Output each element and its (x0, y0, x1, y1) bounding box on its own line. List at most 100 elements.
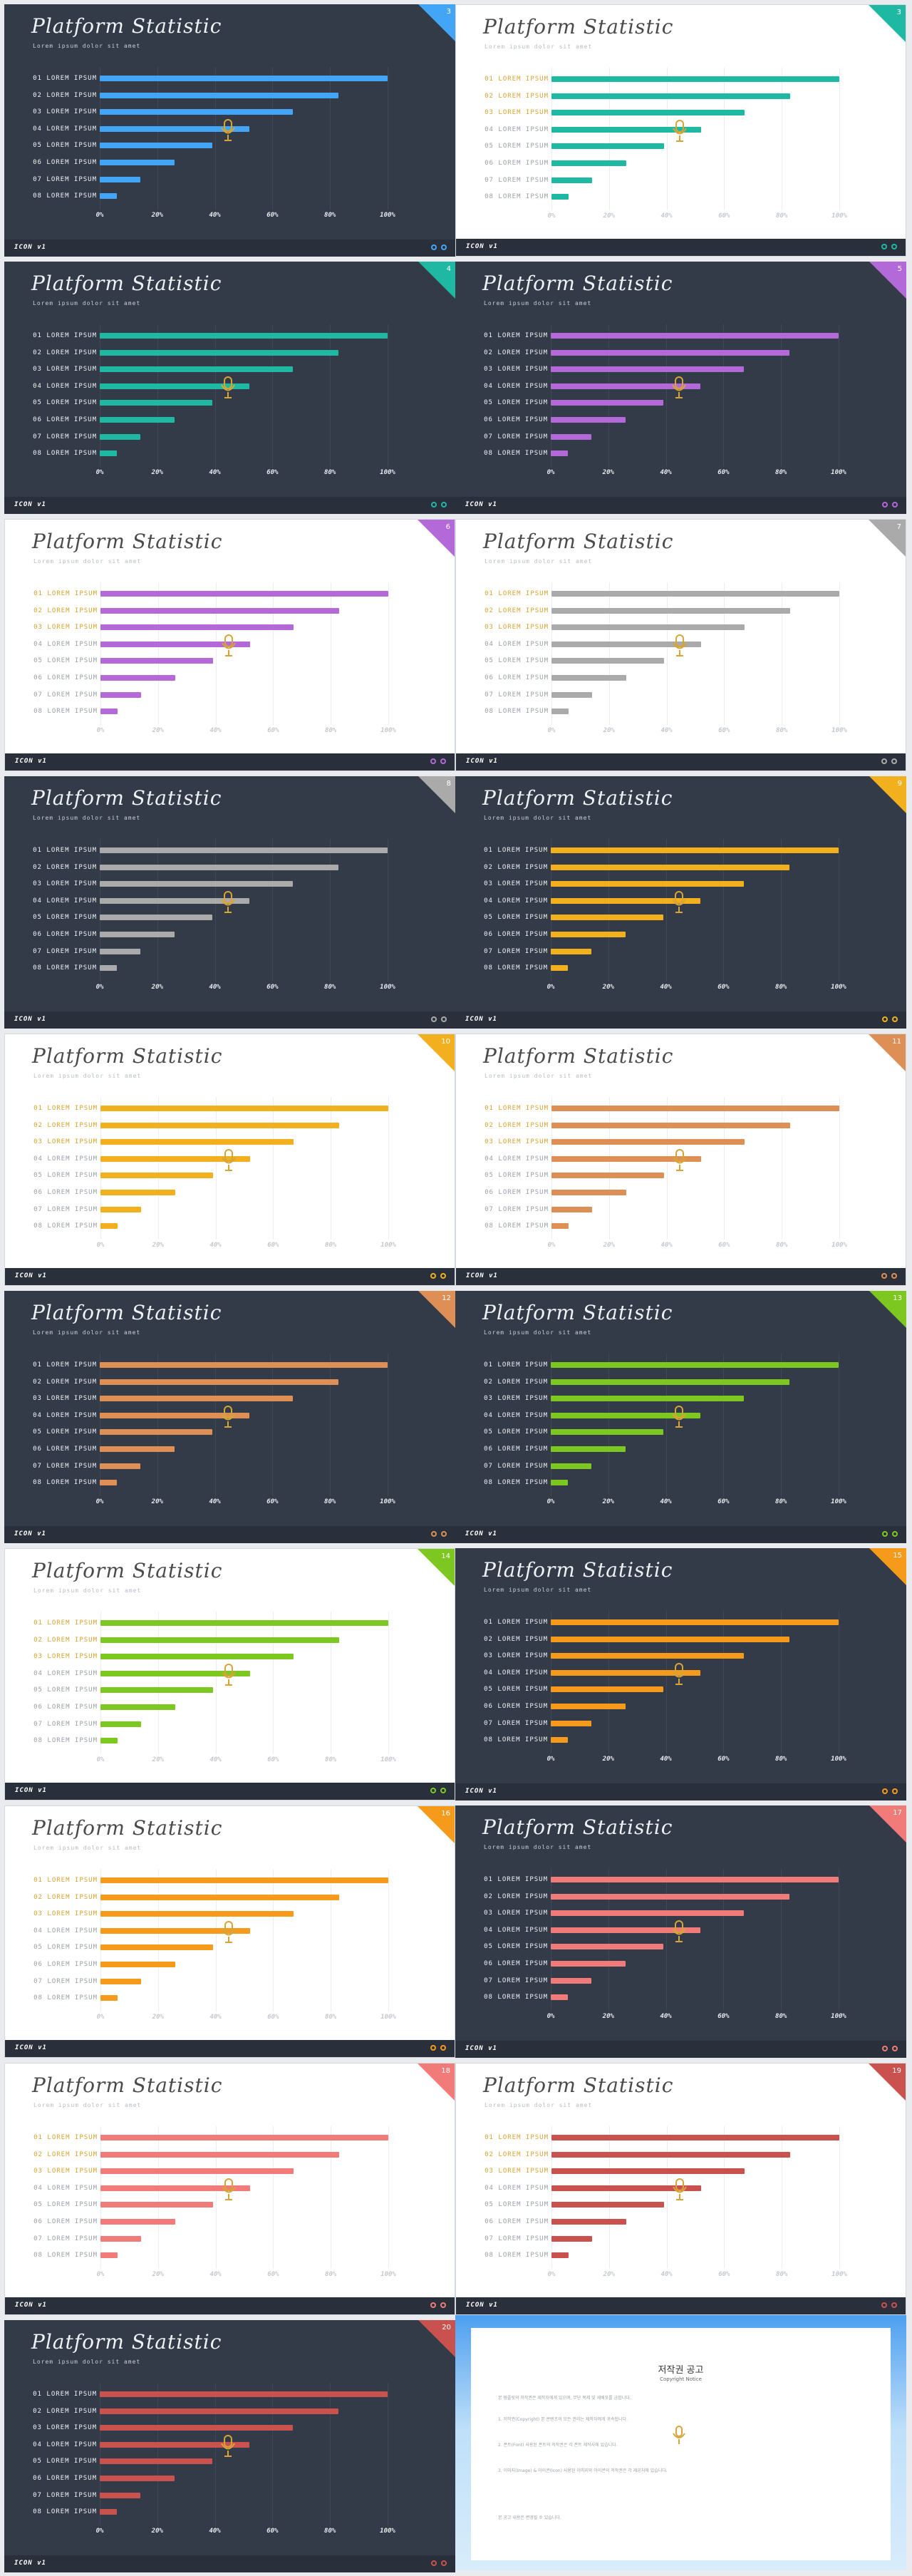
page-corner-tab (418, 776, 455, 813)
x-tick-label: 20% (151, 1498, 163, 1505)
bar (100, 1927, 251, 1934)
slide-10[interactable]: Platform Statistic Lorem ipsum dolor sit … (455, 1034, 906, 1286)
nav-dot[interactable] (441, 244, 447, 250)
slide-subtitle: Lorem ipsum dolor sit amet (484, 43, 593, 50)
bar (551, 177, 592, 183)
nav-dot[interactable] (441, 1016, 447, 1022)
nav-dot[interactable] (431, 1531, 437, 1537)
slide-11[interactable]: Platform Statistic Lorem ipsum dolor sit … (4, 1291, 455, 1543)
slide-4[interactable]: Platform Statistic Lorem ipsum dolor sit … (455, 262, 906, 514)
nav-dot[interactable] (440, 1788, 446, 1793)
nav-dot[interactable] (882, 1788, 888, 1794)
nav-dot[interactable] (441, 502, 447, 508)
x-tick-label: 60% (718, 727, 730, 734)
slide-7[interactable]: Platform Statistic Lorem ipsum dolor sit … (4, 776, 455, 1029)
nav-dot[interactable] (881, 1273, 887, 1279)
x-tick-label: 100% (380, 2014, 396, 2021)
bar (100, 641, 251, 647)
slide-2[interactable]: Platform Statistic Lorem ipsum dolor sit … (455, 4, 906, 257)
gridline (272, 1354, 274, 1496)
nav-dot[interactable] (431, 2560, 437, 2566)
x-tick-label: 40% (209, 2014, 222, 2021)
nav-dot[interactable] (892, 502, 898, 508)
nav-dot[interactable] (891, 244, 897, 249)
nav-dot[interactable] (441, 1531, 447, 1537)
bar (100, 1894, 340, 1900)
nav-dot[interactable] (881, 244, 887, 249)
bar (100, 92, 339, 98)
nav-dot[interactable] (892, 2046, 898, 2051)
nav-dot[interactable] (882, 1531, 888, 1537)
nav-dot[interactable] (881, 2302, 887, 2308)
nav-dot[interactable] (882, 1016, 888, 1022)
bar (100, 1978, 141, 1984)
slide-14[interactable]: Platform Statistic Lorem ipsum dolor sit … (455, 1548, 906, 1800)
nav-dot[interactable] (431, 244, 437, 250)
slide-3[interactable]: Platform Statistic Lorem ipsum dolor sit … (4, 262, 455, 514)
nav-dot[interactable] (431, 502, 437, 508)
nav-dot[interactable] (892, 1788, 898, 1794)
nav-dot[interactable] (882, 2046, 888, 2051)
slide-12[interactable]: Platform Statistic Lorem ipsum dolor sit … (455, 1291, 906, 1543)
nav-dot[interactable] (431, 1016, 437, 1022)
bar (100, 1379, 339, 1385)
slide-5[interactable]: Platform Statistic Lorem ipsum dolor sit … (4, 519, 455, 771)
gridline (330, 67, 331, 210)
nav-dot[interactable] (892, 1531, 898, 1537)
nav-dot[interactable] (882, 502, 888, 508)
nav-dot[interactable] (881, 758, 887, 764)
slide-16[interactable]: Platform Statistic Lorem ipsum dolor sit … (455, 1805, 906, 2058)
slide-6[interactable]: Platform Statistic Lorem ipsum dolor sit … (455, 519, 906, 771)
nav-dot[interactable] (440, 2302, 446, 2308)
nav-dot[interactable] (430, 1788, 436, 1793)
slide-1[interactable]: Platform Statistic Lorem ipsum dolor sit … (4, 4, 455, 257)
brand-label: ICON v1 (466, 758, 498, 765)
row-label: 02 LOREM IPSUM (33, 1378, 97, 1386)
x-tick-label: 20% (602, 1756, 614, 1763)
row-label: 03 LOREM IPSUM (484, 109, 549, 117)
nav-dot[interactable] (430, 758, 436, 764)
row-label: 07 LOREM IPSUM (484, 1719, 548, 1727)
nav-dot[interactable] (441, 2560, 447, 2566)
slide-18[interactable]: Platform Statistic Lorem ipsum dolor sit … (455, 2063, 906, 2315)
x-tick-label: 40% (660, 984, 672, 991)
nav-dot[interactable] (430, 2045, 436, 2051)
nav-dot[interactable] (440, 2045, 446, 2051)
gridline (157, 1612, 159, 1754)
row-label: 04 LOREM IPSUM (33, 2441, 97, 2448)
gridline (388, 1612, 389, 1754)
slide-footer: ICON v1 (4, 239, 455, 257)
page-corner-tab (869, 776, 906, 813)
slide-15[interactable]: Platform Statistic Lorem ipsum dolor sit … (4, 1805, 455, 2058)
row-label: 07 LOREM IPSUM (33, 947, 97, 955)
slide-19[interactable]: Platform Statistic Lorem ipsum dolor sit … (4, 2320, 455, 2572)
nav-dot[interactable] (430, 1273, 436, 1279)
row-label: 06 LOREM IPSUM (484, 2218, 549, 2225)
nav-dot[interactable] (891, 1273, 897, 1279)
row-label: 08 LOREM IPSUM (484, 1736, 548, 1744)
nav-dot[interactable] (440, 758, 446, 764)
x-tick-label: 80% (324, 469, 336, 476)
nav-dot[interactable] (892, 1016, 898, 1022)
bar (551, 1720, 591, 1726)
nav-dot[interactable] (891, 758, 897, 764)
slide-9[interactable]: Platform Statistic Lorem ipsum dolor sit … (4, 1034, 455, 1286)
nav-dot[interactable] (440, 1273, 446, 1279)
row-label: 08 LOREM IPSUM (484, 1222, 549, 1230)
slide-13[interactable]: Platform Statistic Lorem ipsum dolor sit … (4, 1548, 455, 1800)
nav-dot[interactable] (891, 2302, 897, 2308)
bar (100, 2202, 213, 2208)
slide-17[interactable]: Platform Statistic Lorem ipsum dolor sit … (4, 2063, 455, 2315)
nav-dot[interactable] (430, 2302, 436, 2308)
bar (551, 383, 701, 389)
bar (551, 1927, 701, 1933)
row-label: 06 LOREM IPSUM (33, 1704, 98, 1711)
x-tick-label: 80% (324, 1498, 336, 1505)
x-tick-label: 0% (546, 1498, 555, 1505)
gridline (781, 1611, 782, 1753)
slide-8[interactable]: Platform Statistic Lorem ipsum dolor sit … (455, 776, 906, 1029)
gridline (157, 2126, 159, 2269)
brand-label: ICON v1 (15, 1272, 47, 1279)
gridline (608, 1868, 609, 2011)
brand-label: ICON v1 (466, 1272, 498, 1279)
